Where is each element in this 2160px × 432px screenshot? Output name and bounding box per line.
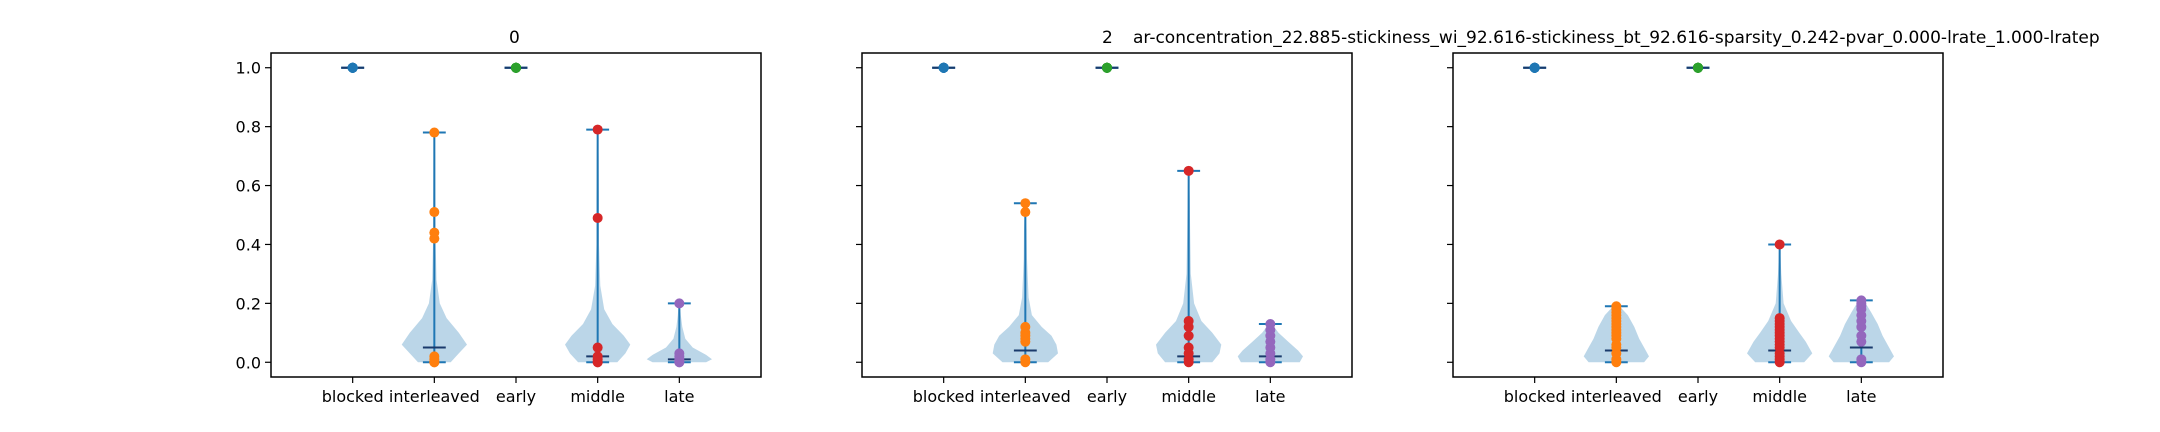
x-tick-label: early [1678,387,1718,406]
x-tick-label: late [1255,387,1285,406]
x-tick-label: blocked [913,387,975,406]
x-tick-label: early [496,387,536,406]
axes-frame [861,52,1353,378]
data-point [1020,207,1031,218]
y-tick-label: 0.8 [236,118,261,137]
y-tick-label: 0.6 [236,177,261,196]
data-point [1774,313,1785,324]
data-point [1265,318,1276,329]
panel-2: blocked interleaved early middle late [1447,52,1944,406]
axes-frame [270,52,762,378]
data-point [429,351,440,362]
data-point [592,124,603,135]
data-point [429,127,440,138]
y-tick-label: 0.0 [236,353,261,372]
data-point [1020,198,1031,209]
data-point [1183,330,1194,341]
x-tick-label: interleaved [389,387,480,406]
data-point [1102,62,1112,73]
data-point [511,62,521,73]
x-tick-label: early [1087,387,1127,406]
y-tick-label: 0.4 [236,235,261,254]
figure-suptitle: ar-concentration_22.885-stickiness_wi_92… [1133,28,2100,48]
data-point [674,298,685,309]
data-point [1611,301,1622,312]
data-point [1183,316,1194,327]
panel-1: blocked interleaved early middle late [856,52,1353,406]
y-tick-label: 1.0 [236,59,261,78]
x-tick-label: middle [570,387,625,406]
data-point [592,212,603,223]
x-tick-label: late [1846,387,1876,406]
x-tick-label: blocked [1504,387,1566,406]
x-tick-label: middle [1161,387,1216,406]
x-tick-label: interleaved [980,387,1071,406]
data-point [1183,342,1194,353]
x-tick-label: late [664,387,694,406]
data-point [429,207,440,218]
data-point [429,227,440,238]
panel-title-0: 0 [509,28,520,48]
data-point [1693,62,1703,73]
data-point [1529,62,1540,73]
x-tick-label: middle [1752,387,1807,406]
x-tick-label: interleaved [1571,387,1662,406]
panel-title-2: 2 [1102,28,1113,48]
data-point [1020,321,1031,332]
data-point [347,62,358,73]
data-point [592,351,603,362]
x-tick-label: blocked [322,387,384,406]
data-point [1183,165,1194,176]
data-point [1774,239,1785,250]
data-point [674,348,685,359]
data-point [1856,330,1867,341]
y-tick-label: 0.2 [236,294,261,313]
data-point [592,342,603,353]
data-point [1020,354,1031,365]
data-point [1856,295,1867,306]
data-point [938,62,949,73]
data-point [1856,354,1867,365]
panel-0: 0.0 0.2 0.4 0.6 0.8 1.0 blocked interleaved earl… [236,52,762,406]
